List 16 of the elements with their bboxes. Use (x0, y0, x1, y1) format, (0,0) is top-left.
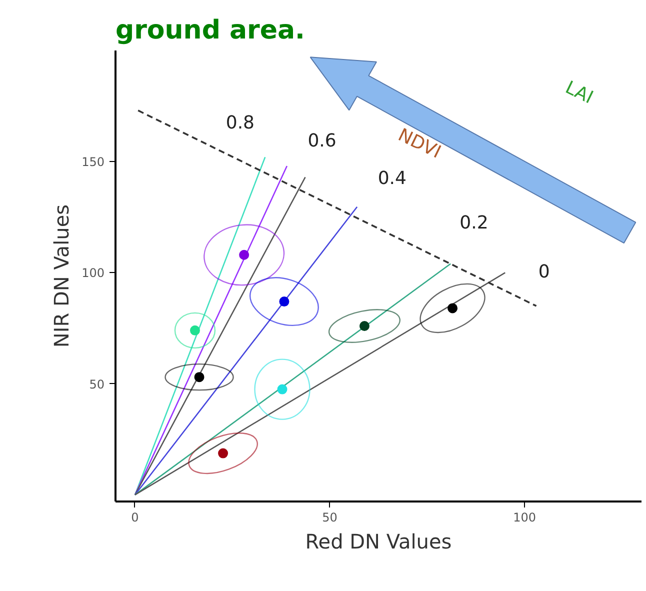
annotation: 0.2 (460, 212, 488, 234)
annotation: 0.8 (226, 112, 255, 134)
y-axis-title: NIR DN Values (50, 204, 74, 348)
y-tick-label: 100 (82, 266, 104, 280)
x-tick-label: 50 (322, 510, 338, 524)
x-axis-title: Red DN Values (305, 530, 452, 554)
x-tick-label: 0 (131, 510, 139, 524)
annotation: 0 (538, 261, 550, 282)
annotation: 0.6 (308, 130, 336, 152)
annotation: LAI (562, 77, 596, 108)
y-tick-label: 50 (89, 377, 105, 392)
y-tick-label: 150 (82, 155, 104, 170)
x-tick-label: 100 (513, 510, 536, 524)
annotation: NDVI (394, 124, 444, 163)
annotation: 0.4 (378, 168, 406, 190)
chart-title: ground area. (116, 16, 305, 46)
